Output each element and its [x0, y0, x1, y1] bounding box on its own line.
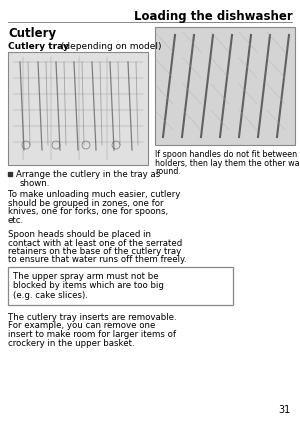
Text: crockery in the upper basket.: crockery in the upper basket.	[8, 338, 135, 348]
Bar	[8, 52, 148, 165]
Text: The upper spray arm must not be: The upper spray arm must not be	[13, 272, 159, 281]
Text: Spoon heads should be placed in: Spoon heads should be placed in	[8, 230, 151, 239]
Text: The cutlery tray inserts are removable.: The cutlery tray inserts are removable.	[8, 313, 177, 322]
Text: (depending on model): (depending on model)	[58, 42, 161, 51]
Text: holders, then lay them the other way: holders, then lay them the other way	[155, 159, 300, 167]
Text: To make unloading much easier, cutlery: To make unloading much easier, cutlery	[8, 190, 180, 199]
Text: knives, one for forks, one for spoons,: knives, one for forks, one for spoons,	[8, 207, 168, 216]
Bar	[155, 27, 295, 145]
Text: (e.g. cake slices).: (e.g. cake slices).	[13, 291, 88, 300]
Text: blocked by items which are too big: blocked by items which are too big	[13, 281, 164, 291]
Bar	[8, 172, 12, 176]
Text: retainers on the base of the cutlery tray: retainers on the base of the cutlery tra…	[8, 247, 181, 256]
Text: For example, you can remove one: For example, you can remove one	[8, 321, 155, 331]
Text: should be grouped in zones, one for: should be grouped in zones, one for	[8, 198, 164, 207]
Text: 31: 31	[279, 405, 291, 415]
Bar	[8, 267, 233, 305]
Text: insert to make room for larger items of: insert to make room for larger items of	[8, 330, 176, 339]
Text: round.: round.	[155, 167, 181, 176]
Text: shown.: shown.	[20, 178, 50, 187]
Text: If spoon handles do not fit between the: If spoon handles do not fit between the	[155, 150, 300, 159]
Text: etc.: etc.	[8, 215, 24, 224]
Text: to ensure that water runs off them freely.: to ensure that water runs off them freel…	[8, 255, 187, 264]
Text: Loading the dishwasher: Loading the dishwasher	[134, 10, 293, 23]
Text: Cutlery: Cutlery	[8, 27, 56, 40]
Text: Cutlery tray: Cutlery tray	[8, 42, 69, 51]
Text: contact with at least one of the serrated: contact with at least one of the serrate…	[8, 238, 182, 247]
Text: Arrange the cutlery in the tray as: Arrange the cutlery in the tray as	[16, 170, 160, 179]
